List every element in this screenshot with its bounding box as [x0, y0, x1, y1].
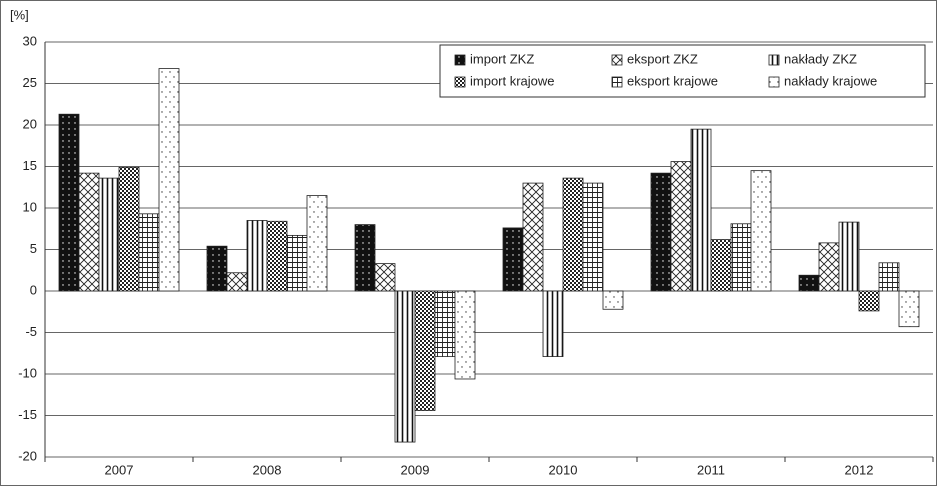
y-tick-label: 30 — [23, 33, 37, 48]
legend-label: eksport krajowe — [627, 73, 718, 88]
legend-swatch — [611, 54, 623, 66]
y-tick-label: -20 — [18, 448, 37, 463]
legend-swatch — [454, 54, 466, 66]
bar — [858, 290, 880, 312]
bar — [838, 221, 860, 292]
legend-label: nakłady krajowe — [784, 73, 877, 88]
bar — [798, 274, 820, 292]
bar — [454, 290, 476, 380]
bar — [158, 68, 180, 292]
legend-label: import ZKZ — [470, 51, 534, 66]
x-tick-label: 2008 — [253, 462, 282, 477]
legend-swatch — [768, 76, 780, 88]
bar — [58, 113, 80, 292]
y-tick-label: -15 — [18, 407, 37, 422]
y-tick-label: -10 — [18, 365, 37, 380]
x-tick-label: 2007 — [105, 462, 134, 477]
x-tick-label: 2010 — [549, 462, 578, 477]
bar — [394, 290, 416, 443]
bar — [206, 245, 228, 292]
bar — [118, 166, 140, 292]
x-tick-label: 2009 — [401, 462, 430, 477]
bar — [602, 290, 624, 310]
bar — [878, 262, 900, 292]
bar — [78, 172, 100, 292]
bar — [434, 290, 456, 357]
bar — [582, 182, 604, 292]
legend-swatch — [768, 54, 780, 66]
bar — [502, 227, 524, 292]
bar — [414, 290, 436, 411]
legend-label: import krajowe — [470, 73, 555, 88]
bar — [730, 223, 752, 292]
bar — [226, 272, 248, 292]
y-tick-label: 25 — [23, 75, 37, 90]
y-tick-label: 10 — [23, 199, 37, 214]
bar — [542, 290, 564, 357]
legend-swatch — [454, 76, 466, 88]
bar — [670, 161, 692, 292]
bar — [266, 220, 288, 292]
y-tick-label: 5 — [30, 241, 37, 256]
bar — [306, 195, 328, 292]
legend-label: eksport ZKZ — [627, 51, 698, 66]
y-tick-label: -5 — [25, 324, 37, 339]
bar — [374, 263, 396, 292]
legend: import ZKZ eksport ZKZ nakłady ZKZ import k… — [439, 44, 926, 98]
x-tick-label: 2012 — [845, 462, 874, 477]
bar — [522, 182, 544, 292]
bar — [286, 234, 308, 292]
legend-swatch — [611, 76, 623, 88]
bar — [650, 172, 672, 292]
legend-box — [439, 44, 926, 98]
bar — [750, 170, 772, 292]
bar — [898, 290, 920, 328]
bar — [818, 242, 840, 292]
legend-label: nakłady ZKZ — [784, 51, 857, 66]
x-tick-label: 2011 — [697, 462, 725, 477]
y-unit-label: [%] — [10, 7, 29, 22]
bar — [562, 177, 584, 292]
bar — [690, 128, 712, 292]
bar — [354, 224, 376, 292]
bar — [98, 177, 120, 292]
bar — [246, 220, 268, 292]
y-tick-label: 20 — [23, 116, 37, 131]
bar — [710, 239, 732, 292]
y-tick-label: 15 — [23, 158, 37, 173]
y-tick-label: 0 — [30, 282, 37, 297]
bar — [138, 213, 160, 292]
